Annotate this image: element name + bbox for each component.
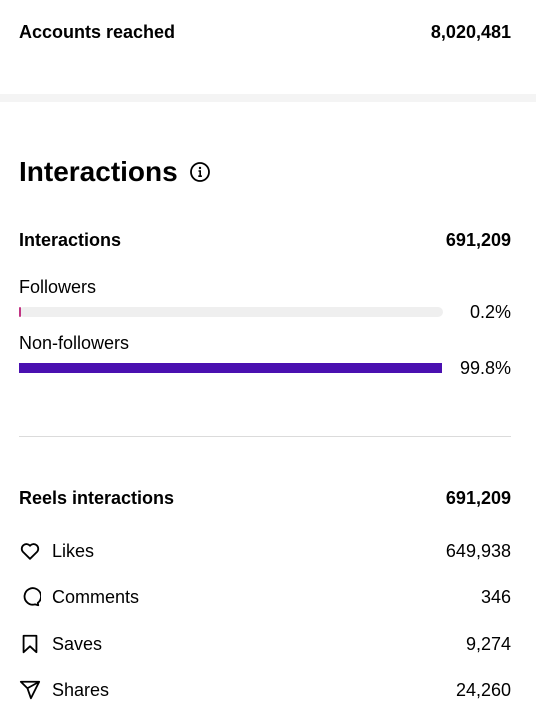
heading-text: Interactions (19, 156, 178, 187)
reach-value: 8,020,481 (430, 22, 511, 42)
item-value: 24,260 (455, 679, 511, 700)
section-heading: Interactions (19, 156, 211, 188)
item-label: Shares (52, 679, 110, 700)
breakdown-label: Non-followers (19, 333, 130, 353)
percent-label: 0.2% (469, 302, 511, 322)
bar (19, 307, 21, 317)
reels-value: 691,209 (445, 488, 511, 508)
bar-track (19, 363, 443, 373)
share-icon (19, 680, 41, 700)
reach-label: Accounts reached (19, 22, 176, 42)
divider (19, 436, 511, 437)
item-label: Likes (52, 540, 95, 561)
interactions-label: Interactions (19, 230, 122, 250)
reels-label: Reels interactions (19, 488, 175, 508)
interactions-value: 691,209 (445, 230, 511, 250)
percent-label: 99.8% (459, 358, 511, 378)
comment-icon (23, 587, 41, 607)
heart-icon (20, 543, 40, 560)
reels-row: Reels interactions 691,209 (19, 488, 511, 509)
item-value: 649,938 (445, 540, 511, 561)
shares-row: Shares 24,260 (19, 679, 511, 701)
reach-row: Accounts reached 8,020,481 (19, 22, 511, 43)
likes-row: Likes 649,938 (19, 540, 511, 562)
bar-track (19, 307, 443, 317)
saves-row: Saves 9,274 (19, 633, 511, 655)
item-value: 346 (480, 586, 511, 607)
breakdown-label: Followers (19, 277, 97, 297)
section-divider (0, 94, 536, 102)
comments-row: Comments 346 (19, 586, 511, 608)
info-icon[interactable] (189, 161, 211, 183)
bar (19, 363, 443, 373)
item-value: 9,274 (465, 633, 511, 654)
item-label: Saves (52, 633, 103, 654)
bookmark-icon (22, 634, 38, 654)
interactions-row: Interactions 691,209 (19, 230, 511, 251)
item-label: Comments (52, 586, 140, 607)
